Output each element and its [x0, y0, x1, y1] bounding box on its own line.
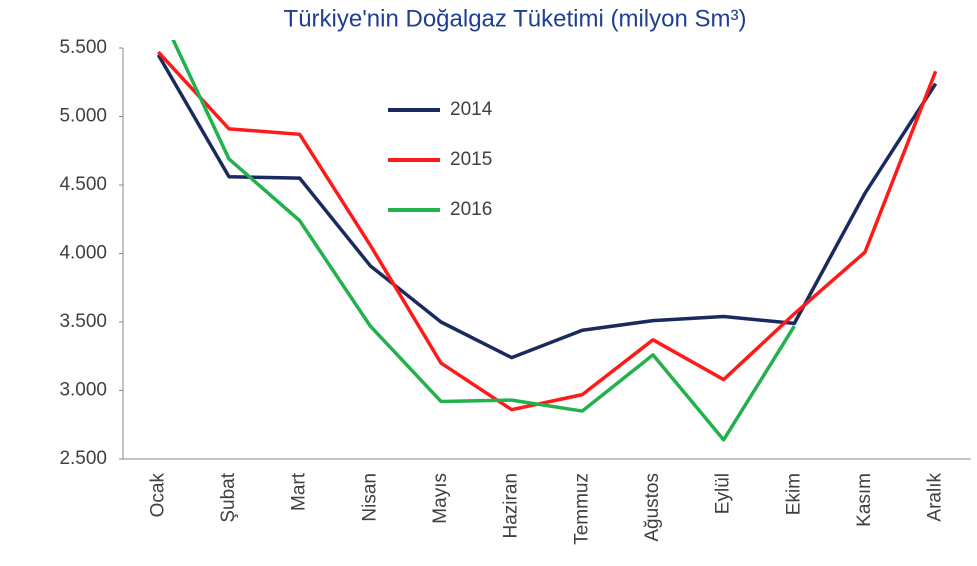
x-tick-label: Ekim: [783, 473, 804, 515]
series-line: [171, 40, 796, 442]
legend-label: 2014: [450, 99, 493, 120]
plot-area: [156, 40, 938, 442]
y-tick-label: 4.500: [59, 174, 107, 195]
y-tick-label: 3.000: [59, 380, 107, 401]
x-tick-label: Eylül: [713, 473, 734, 514]
x-tick-label: Haziran: [501, 473, 522, 538]
y-tick-label: 3.500: [59, 311, 107, 332]
y-tick-label: 2.500: [59, 448, 107, 469]
x-tick-label: Ağustos: [642, 473, 663, 542]
legend-label: 2016: [450, 199, 492, 220]
series-line: [157, 50, 938, 412]
x-tick-label: Mart: [289, 472, 310, 511]
x-tick-label: Kasım: [854, 473, 875, 527]
y-tick-label: 5.000: [59, 106, 107, 127]
x-tick-label: Şubat: [218, 472, 239, 522]
x-tick-label: Mayıs: [430, 473, 451, 524]
y-tick-label: 4.000: [59, 243, 107, 264]
x-tick-label: Ocak: [147, 473, 168, 518]
y-tick-label: 5.500: [59, 37, 107, 58]
chart-title: Türkiye'nin Doğalgaz Tüketimi (milyon Sm…: [284, 5, 747, 32]
x-tick-label: Temmuz: [571, 473, 592, 545]
x-tick-label: Nisan: [359, 473, 380, 522]
x-tick-label: Aralık: [925, 473, 946, 522]
legend-label: 2015: [450, 149, 492, 170]
series-line: [156, 53, 938, 360]
